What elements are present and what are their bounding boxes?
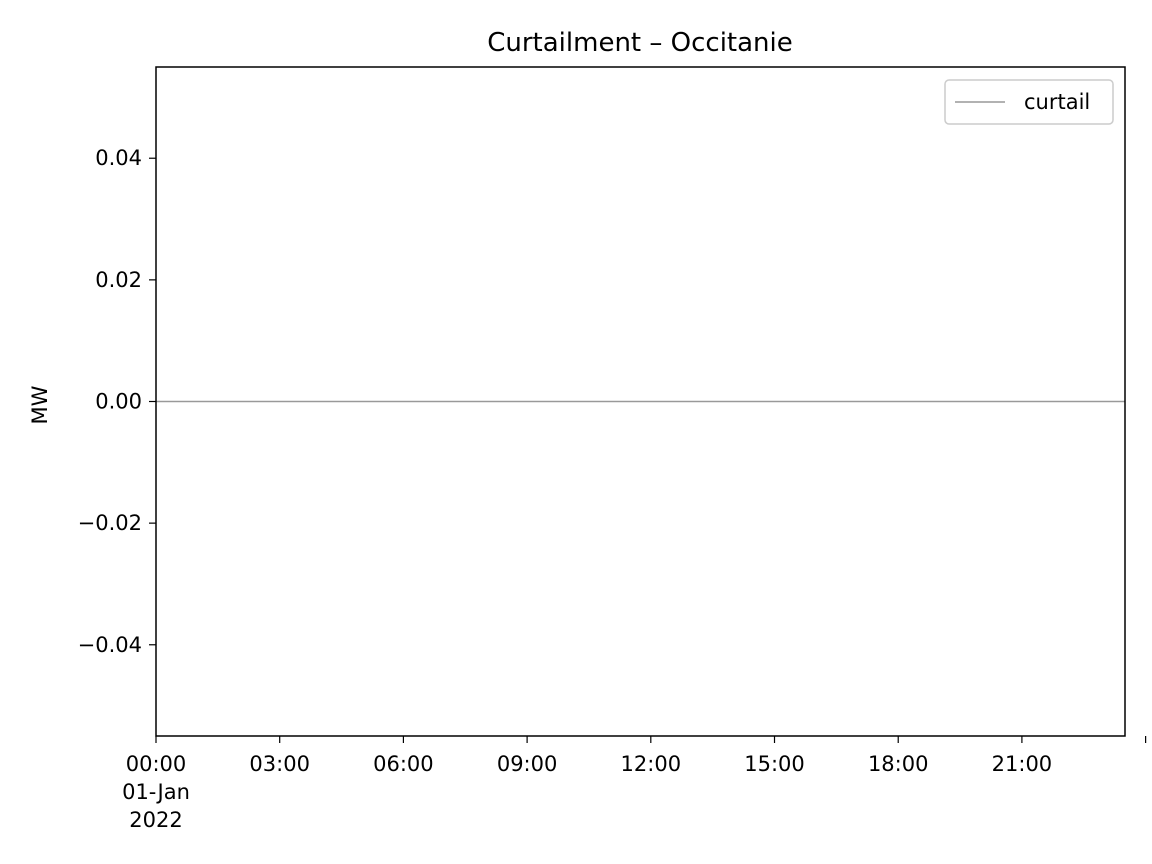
- x-tick-label: 03:00: [249, 752, 310, 776]
- y-tick-label: 0.04: [95, 146, 142, 170]
- y-tick-label: −0.02: [78, 511, 142, 535]
- x-tick-label: 12:00: [621, 752, 682, 776]
- x-tick-label: 21:00: [992, 752, 1053, 776]
- y-tick-label: 0.02: [95, 268, 142, 292]
- y-tick-label: −0.04: [78, 633, 142, 657]
- x-tick-label: 09:00: [497, 752, 558, 776]
- y-axis-ticks: −0.04 −0.02 0.00 0.02 0.04: [78, 146, 156, 657]
- y-tick-label: 0.00: [95, 390, 142, 414]
- chart-title: Curtailment – Occitanie: [487, 28, 793, 58]
- x-tick-label: 01-Jan: [122, 780, 190, 804]
- legend: curtail: [944, 79, 1114, 125]
- legend-entry: curtail: [1024, 90, 1090, 114]
- axes-frame: [155, 66, 1126, 737]
- x-axis-ticks: 00:00 01-Jan 2022 03:00 06:00 09:00 12:00 15:00…: [122, 736, 1147, 832]
- x-tick-label: 00:00: [126, 752, 187, 776]
- x-tick-label: 15:00: [744, 752, 805, 776]
- legend-box: [944, 79, 1114, 125]
- x-tick-label: 06:00: [373, 752, 434, 776]
- x-tick-label: 2022: [129, 808, 182, 832]
- y-axis-label: MW: [28, 385, 52, 424]
- x-tick-label: 18:00: [868, 752, 929, 776]
